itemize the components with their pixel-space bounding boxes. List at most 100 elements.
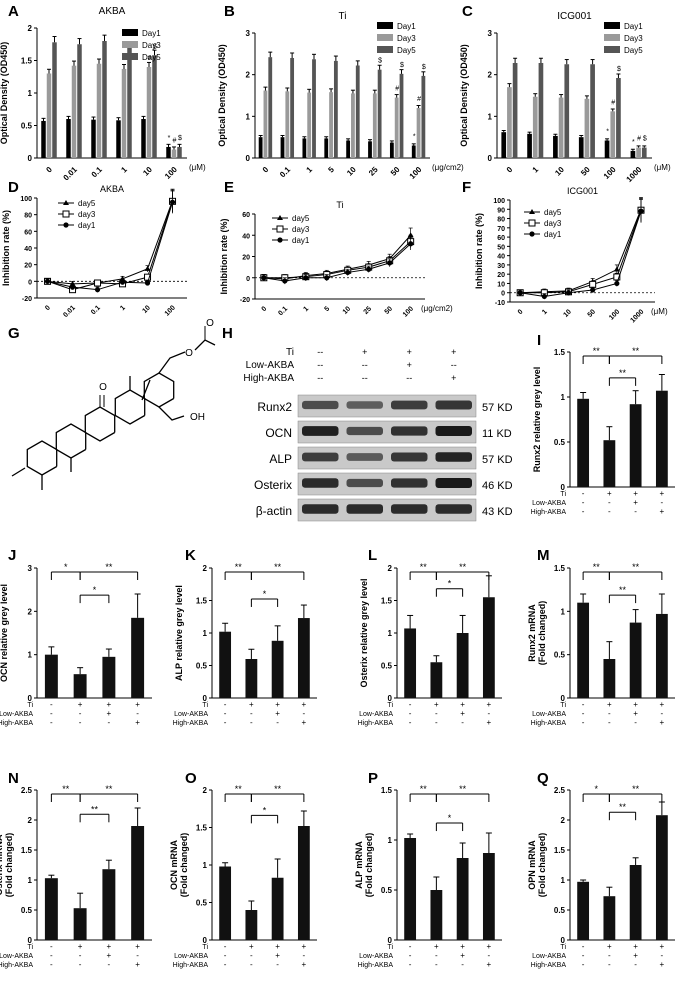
- bar: [102, 869, 116, 940]
- treatment-label: High-AKBA: [531, 962, 567, 969]
- treatment-mark: -: [661, 498, 664, 507]
- panel-letter-m: M: [537, 547, 550, 564]
- treatment-mark: +: [660, 489, 665, 498]
- blot-strip: [297, 420, 477, 444]
- treatment-mark: -: [79, 709, 82, 718]
- treatment-label: High-AKBA: [531, 509, 567, 516]
- legend-swatch: [604, 46, 620, 53]
- x-tick-label: 1000: [629, 308, 645, 324]
- bar: [430, 662, 443, 698]
- bar: [245, 910, 258, 940]
- treatment-mark: -: [435, 718, 438, 727]
- bar: [41, 120, 46, 158]
- treatment-mark: -: [250, 960, 253, 969]
- x-tick-label: 100: [608, 308, 621, 321]
- bar: [404, 838, 417, 940]
- treatment-mark: -: [250, 709, 253, 718]
- y-tick-label: 0: [28, 154, 33, 163]
- blot-strip: [297, 446, 477, 470]
- y-axis-label-unit: (Fold changed): [537, 601, 547, 666]
- treatment-label: Low-AKBA: [0, 953, 33, 960]
- significance-mark: **: [274, 784, 282, 794]
- y-tick-label: 0.5: [381, 886, 393, 895]
- point-marker: [407, 232, 414, 238]
- bar: [219, 631, 232, 698]
- treatment-mark: -: [634, 718, 637, 727]
- significance-mark: $: [178, 135, 182, 142]
- treatment-mark: -: [108, 960, 111, 969]
- atom-oxygen-ester: O: [185, 348, 193, 359]
- legend-label: Day1: [624, 22, 643, 31]
- series-line: [47, 202, 174, 291]
- panel-letter-k: K: [185, 547, 196, 564]
- x-tick-label: 5: [323, 305, 331, 313]
- methyl-bond: [11, 467, 26, 477]
- legend-swatch: [122, 53, 138, 60]
- significance-mark: **: [593, 346, 601, 356]
- blot-header-mark: +: [451, 347, 456, 357]
- treatment-mark: +: [302, 942, 307, 951]
- legend-swatch: [377, 46, 393, 53]
- y-axis-label: ALP relative grey level: [174, 585, 184, 681]
- y-tick-label: 40: [24, 246, 32, 253]
- panel-letter-i: I: [537, 332, 541, 349]
- bar: [655, 390, 668, 487]
- blot-band: [435, 478, 472, 488]
- series-line: [520, 209, 642, 294]
- significance-mark: **: [235, 784, 243, 794]
- bar: [577, 602, 590, 698]
- y-tick-label: 3: [488, 29, 493, 38]
- blot-band: [302, 426, 339, 436]
- panel-a: AKBA 0 0.5 1 1.5 2 Optical Density (OD450) 0 0.0…: [0, 6, 206, 182]
- treatment-mark: -: [224, 718, 227, 727]
- atom-oxygen-ketone: O: [99, 382, 107, 393]
- y-tick-label: 0.5: [554, 651, 566, 660]
- y-tick-label: 20: [242, 255, 250, 262]
- ring-d: [114, 389, 146, 425]
- y-tick-label: 0.5: [554, 438, 566, 447]
- treatment-mark: +: [607, 489, 612, 498]
- legend-swatch: [122, 41, 138, 48]
- treatment-mark: +: [607, 942, 612, 951]
- significance-mark: #: [637, 136, 641, 143]
- blot-band: [435, 504, 472, 514]
- treatment-mark: +: [633, 489, 638, 498]
- blot-size-label: 11 KD: [482, 428, 512, 440]
- treatment-mark: +: [460, 942, 465, 951]
- y-tick-label: 2.5: [554, 786, 566, 795]
- bar: [577, 881, 590, 940]
- bar: [655, 815, 668, 940]
- panel-letter-e: E: [224, 179, 234, 196]
- bar: [285, 91, 290, 158]
- ring-c: [84, 406, 116, 442]
- treatment-mark: +: [249, 942, 254, 951]
- treatment-mark: -: [608, 507, 611, 516]
- y-tick-label: 70: [497, 226, 505, 233]
- treatment-label: High-AKBA: [173, 962, 209, 969]
- significance-mark: *: [448, 813, 452, 823]
- x-tick-label: 0: [44, 304, 52, 312]
- treatment-mark: -: [582, 700, 585, 709]
- bar: [430, 890, 443, 940]
- y-tick-label: 0: [388, 936, 393, 945]
- y-tick-label: 1.5: [554, 564, 566, 573]
- treatment-mark: +: [633, 700, 638, 709]
- legend-label: day5: [544, 208, 562, 217]
- x-tick-label: 100: [408, 165, 424, 181]
- y-tick-label: 2: [561, 816, 566, 825]
- bar: [116, 120, 121, 158]
- y-tick-label: 0.5: [381, 662, 393, 671]
- y-axis-label: Inhibition rate (%): [474, 213, 484, 289]
- bar: [312, 59, 316, 158]
- treatment-mark: -: [661, 951, 664, 960]
- bar: [629, 404, 642, 487]
- y-tick-label: 1.5: [554, 348, 566, 357]
- treatment-label: Ti: [387, 702, 393, 709]
- y-tick-label: 1.5: [381, 786, 393, 795]
- y-tick-label: 0: [561, 483, 566, 492]
- y-tick-label: 80: [497, 217, 505, 224]
- blot-header-mark: +: [407, 347, 412, 357]
- bar: [171, 149, 177, 158]
- point-marker: [169, 199, 176, 205]
- blot-header-label: High-AKBA: [243, 373, 294, 384]
